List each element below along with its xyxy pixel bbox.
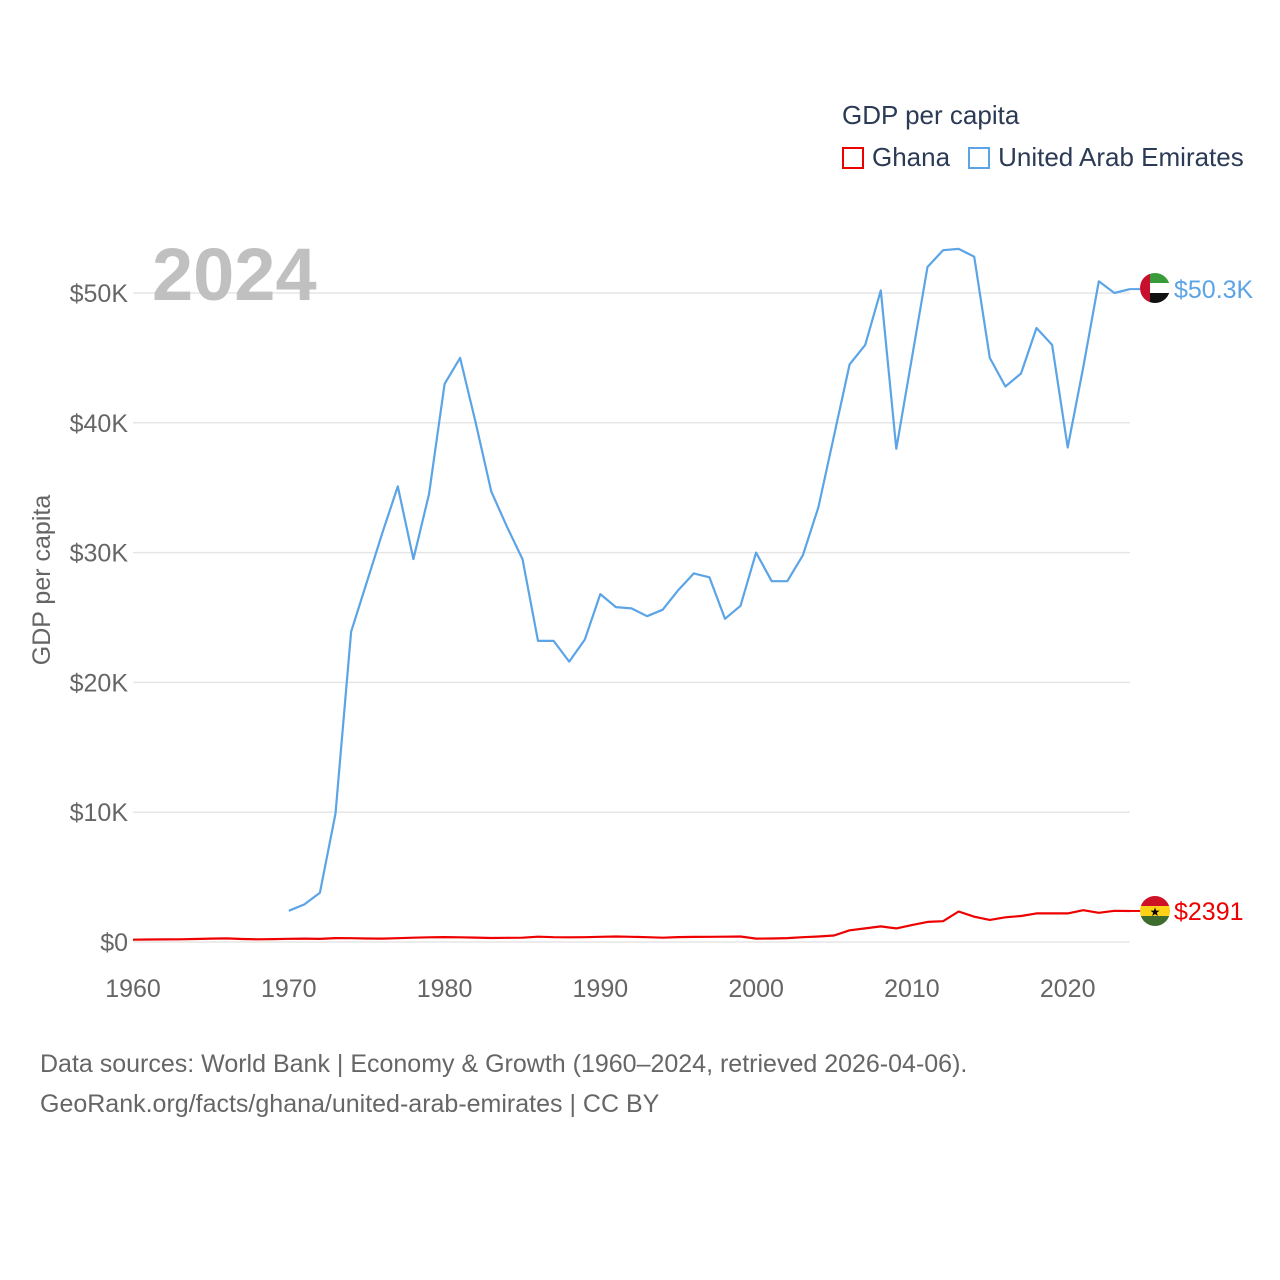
end-labels: $2391 $50.3K bbox=[1174, 276, 1254, 926]
series-lines bbox=[132, 247, 1140, 941]
footer-attribution: GeoRank.org/facts/ghana/united-arab-emir… bbox=[40, 1090, 660, 1118]
series-line-united-arab-emirates[interactable] bbox=[288, 247, 1131, 912]
y-tick-label: $30K bbox=[70, 540, 129, 568]
y-axis-ticks: $0 $10K $20K $30K $40K $50K bbox=[70, 280, 129, 957]
x-tick-label: 2000 bbox=[728, 975, 784, 1003]
y-tick-label: $20K bbox=[70, 669, 129, 697]
y-axis-label: GDP per capita bbox=[28, 495, 56, 666]
legend-item-ghana[interactable]: Ghana bbox=[842, 142, 950, 173]
footer: Data sources: World Bank | Economy & Gro… bbox=[40, 1044, 967, 1124]
legend-swatch-ghana bbox=[842, 146, 864, 169]
legend-label-ghana: Ghana bbox=[872, 142, 951, 172]
legend-swatch-uae bbox=[968, 146, 991, 169]
x-tick-label: 1980 bbox=[417, 975, 473, 1003]
uae-flag-icon bbox=[1140, 273, 1170, 303]
y-tick-label: $0 bbox=[100, 929, 128, 957]
legend-title: GDP per capita bbox=[842, 100, 1020, 130]
end-label-united-arab-emirates: $50.3K bbox=[1174, 276, 1254, 304]
end-markers: ★ bbox=[1140, 273, 1170, 926]
end-label-ghana: $2391 bbox=[1174, 898, 1244, 926]
x-axis-ticks: 1960 1970 1980 1990 2000 2010 2020 bbox=[105, 975, 1095, 1003]
y-tick-label: $40K bbox=[70, 410, 129, 438]
legend-item-uae[interactable]: United Arab Emirates bbox=[968, 142, 1244, 173]
year-label: 2024 bbox=[152, 233, 317, 316]
x-tick-label: 2020 bbox=[1040, 975, 1096, 1003]
x-tick-label: 1970 bbox=[261, 975, 317, 1003]
legend-label-uae: United Arab Emirates bbox=[998, 142, 1244, 172]
y-tick-label: $10K bbox=[70, 799, 129, 827]
x-tick-label: 2010 bbox=[884, 975, 940, 1003]
x-tick-label: 1990 bbox=[573, 975, 629, 1003]
ghana-flag-icon: ★ bbox=[1140, 896, 1170, 926]
x-tick-label: 1960 bbox=[105, 975, 161, 1003]
y-tick-label: $50K bbox=[70, 280, 129, 308]
footer-sources: Data sources: World Bank | Economy & Gro… bbox=[40, 1050, 968, 1078]
gridlines bbox=[133, 292, 1130, 943]
series-line-ghana[interactable] bbox=[132, 909, 1131, 941]
legend: Ghana United Arab Emirates bbox=[842, 142, 1262, 173]
svg-text:★: ★ bbox=[1150, 905, 1161, 919]
